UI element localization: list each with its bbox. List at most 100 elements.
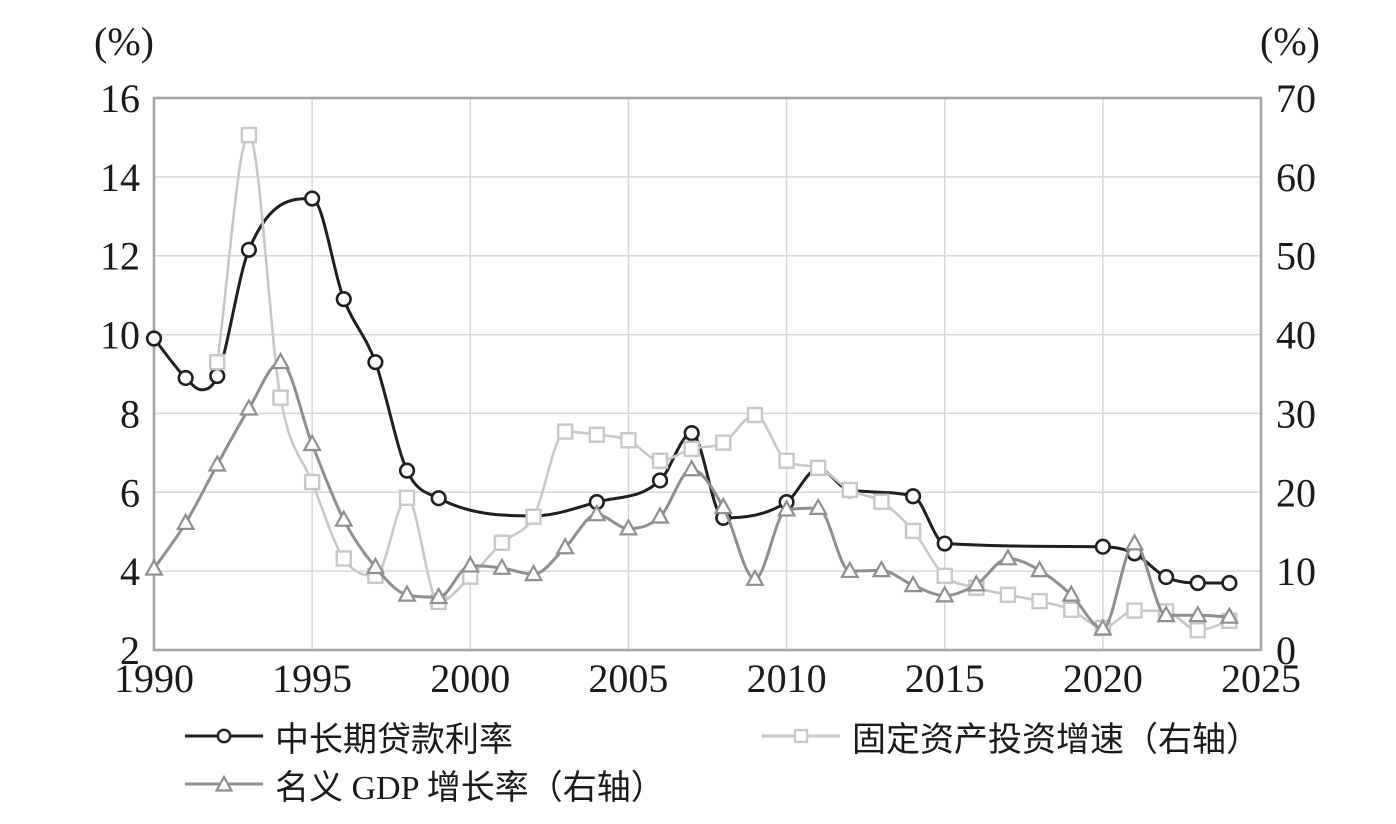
data-point-square — [1189, 622, 1206, 639]
data-point-triangle — [776, 499, 797, 517]
data-point-triangle — [555, 537, 575, 555]
y-right-tick-label: 10 — [1276, 549, 1316, 594]
data-point-square — [1126, 602, 1143, 619]
y-right-tick-label: 0 — [1276, 628, 1296, 673]
y-right-tick-label: 40 — [1276, 313, 1316, 358]
data-point-triangle — [460, 555, 480, 573]
data-point-triangle — [1156, 604, 1176, 623]
data-point-square — [904, 522, 922, 540]
data-point-circle — [651, 472, 669, 489]
legend-item-loan-rate: 中长期贷款利率 — [183, 713, 513, 759]
x-tick-label: 2000 — [430, 656, 510, 701]
data-point-triangle — [523, 563, 544, 582]
series-line-2 — [152, 360, 1231, 631]
fixed-asset-investment-legend-marker-icon — [762, 728, 840, 744]
data-point-square — [715, 434, 732, 451]
data-point-circle — [683, 425, 700, 442]
data-point-triangle — [1188, 604, 1208, 623]
data-point-square — [746, 406, 764, 424]
data-point-triangle — [650, 506, 670, 524]
data-point-square — [1031, 592, 1048, 610]
x-tick-label: 2020 — [1063, 656, 1143, 701]
y-left-tick-label: 6 — [120, 470, 140, 515]
data-point-triangle — [1093, 618, 1113, 636]
right-axis-unit-label: (%) — [1260, 19, 1320, 64]
data-point-square — [335, 550, 352, 567]
data-point-square — [588, 426, 605, 443]
data-point-triangle — [302, 433, 322, 452]
legend-label-nominal-gdp: 名义 GDP 增长率（右轴） — [275, 769, 665, 807]
data-point-circle — [1189, 574, 1206, 592]
data-point-circle — [936, 535, 953, 552]
data-point-square — [525, 508, 542, 525]
data-point-square — [1063, 601, 1080, 618]
legend-label-loan-rate: 中长期贷款利率 — [275, 721, 513, 759]
data-point-triangle — [144, 558, 164, 576]
y-left-tick-label: 16 — [100, 76, 140, 121]
data-point-square — [651, 452, 669, 469]
data-point-triangle — [682, 458, 702, 477]
y-right-tick-label: 30 — [1276, 391, 1316, 436]
legend-item-nominal-gdp: 名义 GDP 增长率（右轴） — [183, 761, 665, 807]
data-point-triangle — [397, 584, 417, 602]
data-point-triangle — [365, 556, 386, 575]
x-tick-label: 2015 — [905, 656, 985, 701]
data-point-square — [778, 452, 795, 469]
data-point-square — [683, 440, 700, 458]
data-point-circle — [398, 462, 416, 479]
data-point-square — [272, 389, 289, 406]
data-point-square — [398, 489, 416, 507]
left-axis-unit-label: (%) — [94, 19, 154, 64]
loan-rate-legend-marker-icon — [185, 728, 263, 744]
x-tick-label: 2010 — [747, 656, 827, 701]
data-point-triangle — [745, 568, 765, 586]
data-point-circle — [1094, 538, 1111, 555]
data-point-square — [999, 586, 1017, 603]
data-point-square — [620, 432, 637, 449]
data-point-triangle — [1124, 533, 1145, 551]
x-tick-label: 1990 — [114, 656, 194, 701]
x-tick-label: 1995 — [272, 656, 352, 701]
data-point-triangle — [713, 496, 733, 515]
data-point-circle — [335, 290, 352, 308]
y-left-tick-label: 4 — [120, 549, 140, 594]
data-point-triangle — [270, 351, 291, 370]
y-right-tick-label: 20 — [1276, 470, 1316, 515]
data-point-circle — [430, 490, 447, 507]
data-point-triangle — [1061, 584, 1081, 602]
data-point-triangle — [871, 559, 892, 578]
data-point-triangle — [492, 557, 512, 575]
data-point-triangle — [903, 574, 923, 593]
data-point-circle — [1221, 574, 1238, 592]
data-point-triangle — [207, 454, 227, 472]
data-point-circle — [367, 354, 384, 371]
y-left-tick-label: 10 — [100, 313, 140, 358]
data-point-square — [493, 534, 511, 551]
data-point-triangle — [587, 503, 607, 522]
y-right-tick-label: 50 — [1276, 234, 1316, 279]
data-point-circle — [304, 190, 321, 207]
legend-label-fixed-asset-investment: 固定资产投资增速（右轴） — [852, 721, 1260, 759]
data-point-triangle — [998, 548, 1018, 566]
legend-item-fixed-asset-investment: 固定资产投资增速（右轴） — [760, 713, 1260, 759]
data-point-triangle — [428, 586, 449, 605]
x-tick-label: 2025 — [1221, 656, 1301, 701]
y-left-tick-label: 2 — [120, 628, 140, 673]
data-point-circle — [1158, 568, 1175, 586]
series-line-1 — [216, 133, 1231, 632]
data-point-square — [841, 481, 859, 499]
data-point-triangle — [808, 497, 828, 515]
data-point-circle — [209, 367, 226, 385]
data-point-triangle — [239, 398, 259, 416]
data-point-triangle — [966, 574, 987, 592]
data-point-circle — [240, 241, 257, 258]
data-point-square — [240, 126, 258, 144]
y-left-tick-label: 12 — [100, 234, 140, 279]
y-left-tick-label: 14 — [100, 155, 140, 200]
data-point-triangle — [334, 509, 354, 527]
data-point-square — [936, 567, 953, 585]
data-point-circle — [177, 369, 194, 387]
y-right-tick-label: 60 — [1276, 155, 1316, 200]
